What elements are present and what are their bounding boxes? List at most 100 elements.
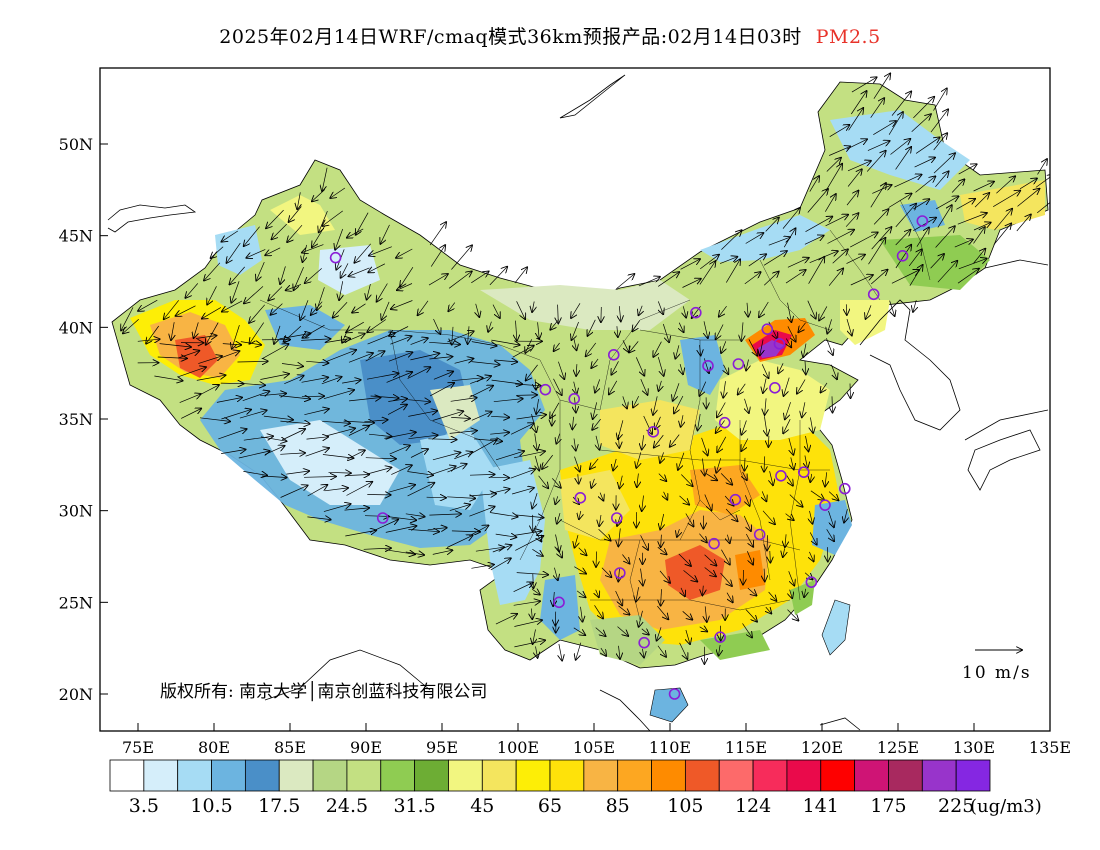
wind-arrow	[408, 400, 430, 402]
wind-arrow	[640, 378, 648, 395]
lon-tick-label: 105E	[573, 738, 615, 757]
wind-arrow	[385, 526, 417, 533]
wind-arrow	[870, 98, 885, 118]
wind-arrow	[846, 191, 858, 206]
wind-arrow	[572, 416, 573, 430]
wind-arrow	[405, 552, 424, 555]
wind-arrow	[574, 438, 576, 451]
wind-arrow	[391, 300, 413, 310]
station-marker	[647, 426, 660, 438]
wind-arrow	[682, 611, 693, 619]
wind-arrow	[868, 238, 886, 265]
city-stations	[329, 215, 929, 700]
wind-arrow	[719, 644, 721, 656]
wind-arrow	[489, 267, 507, 286]
wind-arrow	[432, 453, 460, 461]
wind-arrow	[678, 452, 685, 470]
wind-arrow	[764, 568, 765, 582]
wind-arrow	[382, 301, 390, 320]
wind-arrow	[745, 495, 749, 506]
wind-arrow	[384, 432, 415, 439]
wind-arrow	[659, 570, 670, 583]
wind-arrow	[536, 646, 538, 657]
wind-arrow	[593, 402, 597, 419]
legend-swatch	[244, 759, 280, 792]
wind-arrow	[674, 395, 684, 413]
legend-swatch	[109, 759, 145, 792]
wind-arrow	[531, 589, 540, 594]
wind-arrow	[930, 254, 944, 269]
region-hunan-red	[665, 545, 725, 600]
wind-arrow	[557, 512, 560, 524]
wind-arrow	[369, 246, 392, 256]
wind-arrow	[324, 488, 348, 491]
wind-arrow	[958, 164, 977, 175]
legend-swatch	[617, 759, 652, 792]
wind-arrow	[305, 268, 322, 283]
wind-arrow	[826, 158, 841, 172]
wind-arrow	[746, 551, 753, 564]
wind-arrow	[553, 591, 554, 606]
wind-arrow	[447, 331, 473, 343]
wind-arrow	[515, 536, 543, 551]
wind-arrow	[400, 267, 414, 287]
wind-arrow	[396, 248, 413, 258]
taiwan-island	[821, 599, 851, 656]
wind-arrow	[239, 410, 267, 419]
wind-arrow	[489, 477, 509, 478]
wind-arrow	[384, 549, 415, 555]
region-lowest-tibet	[260, 420, 400, 505]
wind-arrow	[552, 414, 553, 425]
wind-arrow	[449, 505, 470, 511]
wind-arrow	[686, 629, 690, 644]
wind-arrow	[391, 465, 412, 475]
wind-arrow	[514, 515, 544, 518]
wind-arrow	[469, 526, 488, 537]
map-axes: 50N 45N 40N 35N 30N 25N 20N 75E 80E 85E 90E 95E 100E…	[59, 135, 1071, 757]
wind-arrow	[762, 491, 766, 501]
wind-arrow	[767, 535, 768, 550]
wind-arrow	[531, 608, 532, 620]
wind-arrow	[787, 609, 799, 621]
wind-arrow	[844, 508, 847, 523]
wind-arrow	[237, 361, 268, 362]
wind-arrow	[639, 305, 643, 315]
wind-arrow	[721, 230, 741, 250]
lon-tick-label: 75E	[122, 738, 154, 757]
wind-arrow	[895, 245, 911, 269]
wind-arrow	[601, 647, 606, 656]
wind-arrow	[747, 302, 748, 317]
wind-arrow	[433, 318, 441, 334]
wind-arrow	[805, 217, 833, 233]
wind-arrow	[333, 301, 348, 317]
wind-arrow	[216, 398, 242, 403]
wind-arrow	[951, 179, 964, 193]
wind-arrow	[996, 176, 1015, 194]
wind-arrow	[450, 398, 477, 402]
lat-tick-label: 50N	[59, 135, 93, 154]
legend-swatch	[786, 759, 822, 792]
wind-arrow	[639, 610, 643, 627]
legend-label: 17.5	[258, 795, 300, 817]
wind-arrow	[657, 546, 667, 554]
wind-arrow	[325, 428, 355, 437]
wind-arrow	[323, 504, 351, 512]
wind-arrow	[720, 473, 732, 484]
wind-arrow	[743, 471, 747, 480]
lat-tick-label: 35N	[59, 410, 93, 429]
wind-arrow	[491, 339, 519, 345]
wind-arrow	[619, 645, 621, 659]
wind-arrow	[590, 458, 599, 469]
wind-arrow	[619, 475, 622, 489]
wind-arrow	[789, 438, 794, 455]
wind-arrow	[513, 451, 545, 459]
wind-arrow	[848, 108, 864, 131]
wind-arrow	[429, 514, 461, 515]
wind-arrow	[778, 363, 783, 373]
wind-arrow	[429, 357, 452, 359]
wind-arrow	[660, 513, 664, 529]
wind-arrow	[222, 230, 238, 242]
wind-arrow	[810, 417, 813, 432]
wind-arrow	[306, 361, 328, 363]
wind-arrow	[804, 572, 812, 580]
